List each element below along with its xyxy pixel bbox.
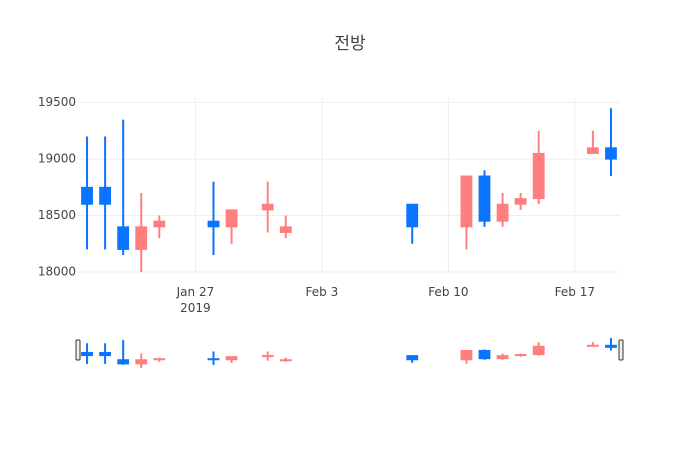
- candle-body: [586, 344, 599, 347]
- candle-body: [496, 203, 509, 222]
- candle-body: [460, 349, 473, 361]
- candle-body: [406, 355, 419, 361]
- candle-body: [586, 147, 599, 154]
- range-slider-handle[interactable]: [618, 339, 624, 361]
- candle-body: [496, 355, 509, 360]
- x-tick-label-line: 2019: [180, 301, 211, 315]
- y-tick-label: 18000: [38, 265, 76, 279]
- x-tick-label-line: Jan 27: [176, 285, 215, 299]
- x-tick-label-line: Feb 10: [428, 285, 468, 299]
- candle-body: [81, 352, 93, 357]
- candle-body: [478, 349, 491, 360]
- candle-body: [153, 358, 166, 361]
- candle-body: [279, 226, 292, 233]
- x-tick-label: Feb 17: [555, 285, 595, 299]
- candle-body: [225, 209, 238, 228]
- x-tick-label: Feb 3: [306, 285, 339, 299]
- candle-body: [532, 345, 545, 356]
- candle-body: [532, 152, 545, 200]
- y-tick-label: 19000: [38, 152, 76, 166]
- candle-body: [153, 220, 166, 228]
- range-slider: [78, 332, 620, 372]
- candle-body: [99, 352, 112, 357]
- candle-body: [81, 186, 93, 205]
- candle-body: [207, 358, 220, 361]
- candle-body: [460, 175, 473, 228]
- candle-body: [207, 220, 220, 228]
- candle-body: [605, 344, 617, 348]
- x-tick-label-line: Feb 17: [555, 285, 595, 299]
- range-slider-handle[interactable]: [75, 339, 81, 361]
- chart-title: 전방: [334, 34, 366, 54]
- candle-body: [225, 356, 238, 361]
- x-tick-label-line: Feb 3: [306, 285, 339, 299]
- y-tick-label: 19500: [38, 95, 76, 109]
- candle-body: [117, 226, 130, 250]
- candle-body: [135, 226, 148, 250]
- x-tick-label: Feb 10: [428, 285, 468, 299]
- candle-body: [478, 175, 491, 222]
- candle-body: [605, 147, 617, 160]
- candle-body: [99, 186, 112, 205]
- candle-body: [279, 359, 292, 362]
- candle-body: [261, 355, 274, 358]
- candle-body: [406, 203, 419, 228]
- x-tick-label: Jan 27 2019: [176, 285, 215, 315]
- candle-body: [261, 203, 274, 211]
- candle-body: [514, 354, 527, 357]
- candle-body: [117, 359, 130, 365]
- candle-body: [514, 198, 527, 205]
- y-tick-label: 18500: [38, 208, 76, 222]
- candle-body: [135, 359, 148, 365]
